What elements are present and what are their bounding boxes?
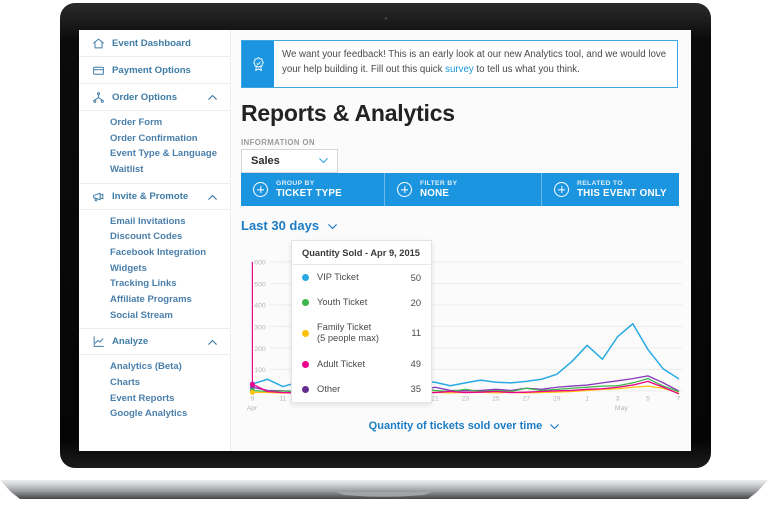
svg-text:9: 9 bbox=[250, 395, 254, 402]
svg-text:27: 27 bbox=[522, 395, 530, 402]
svg-text:11: 11 bbox=[279, 395, 286, 402]
svg-text:300: 300 bbox=[254, 324, 266, 331]
svg-text:500: 500 bbox=[254, 281, 266, 288]
svg-text:600: 600 bbox=[254, 260, 266, 267]
svg-text:29: 29 bbox=[553, 395, 561, 402]
svg-text:5: 5 bbox=[646, 395, 650, 402]
svg-text:100: 100 bbox=[254, 367, 266, 374]
svg-text:21: 21 bbox=[431, 395, 439, 402]
svg-text:May: May bbox=[615, 405, 628, 412]
svg-text:1: 1 bbox=[585, 395, 589, 402]
svg-text:23: 23 bbox=[462, 395, 470, 402]
svg-text:7: 7 bbox=[677, 395, 681, 402]
svg-text:200: 200 bbox=[254, 346, 266, 353]
svg-text:Apr: Apr bbox=[247, 405, 258, 412]
svg-text:25: 25 bbox=[492, 395, 500, 402]
svg-text:400: 400 bbox=[254, 303, 266, 310]
svg-text:3: 3 bbox=[616, 395, 620, 402]
